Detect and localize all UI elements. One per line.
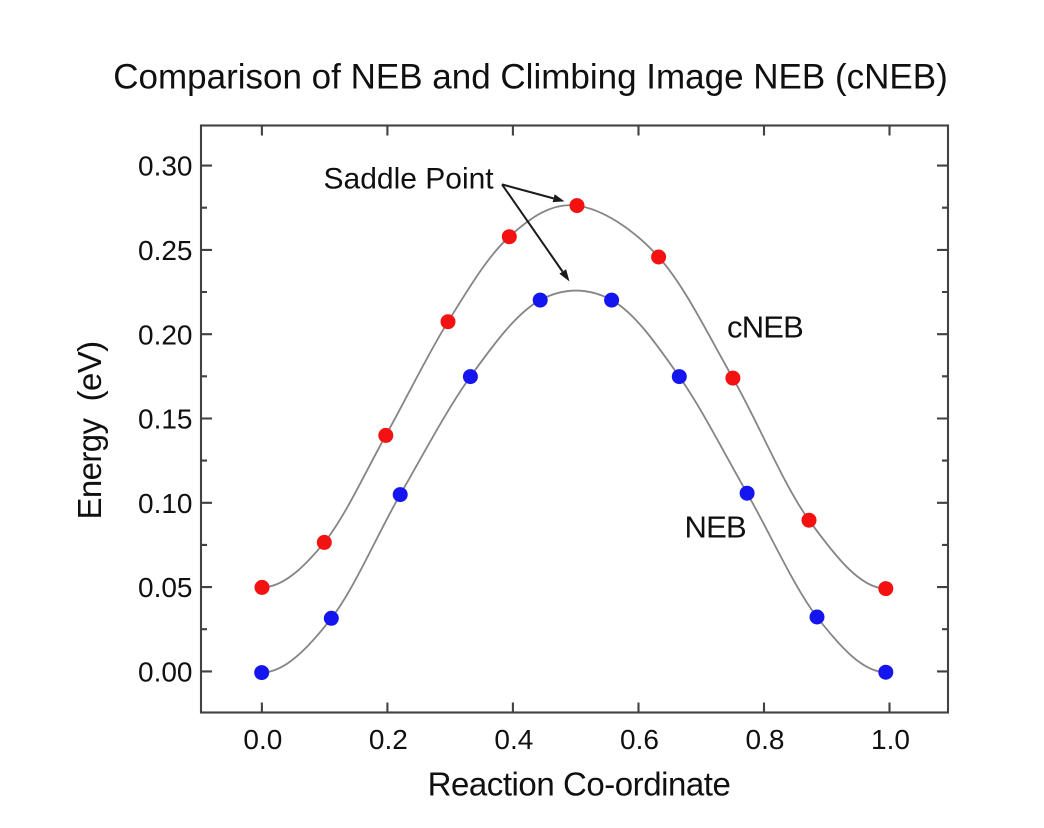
svg-text:Comparison of NEB and Climbing: Comparison of NEB and Climbing Image NEB…	[113, 58, 947, 97]
svg-text:cNEB: cNEB	[727, 309, 803, 344]
svg-text:1.0: 1.0	[871, 724, 910, 755]
svg-text:0.25: 0.25	[138, 235, 193, 266]
svg-text:Reaction Co-ordinate: Reaction Co-ordinate	[428, 766, 731, 803]
svg-text:0.15: 0.15	[138, 404, 193, 435]
svg-text:NEB: NEB	[685, 510, 746, 545]
svg-text:Saddle Point: Saddle Point	[324, 163, 495, 196]
svg-text:0.30: 0.30	[138, 151, 193, 182]
svg-text:0.6: 0.6	[620, 724, 659, 755]
svg-text:0.20: 0.20	[138, 319, 193, 350]
svg-text:0.8: 0.8	[746, 724, 785, 755]
svg-text:0.4: 0.4	[494, 724, 533, 755]
svg-text:0.00: 0.00	[138, 657, 193, 688]
svg-text:0.05: 0.05	[138, 572, 193, 603]
svg-text:Energy (eV): Energy (eV)	[71, 341, 108, 519]
svg-text:0.0: 0.0	[243, 724, 282, 755]
svg-text:0.2: 0.2	[369, 724, 408, 755]
svg-text:0.10: 0.10	[138, 488, 193, 519]
